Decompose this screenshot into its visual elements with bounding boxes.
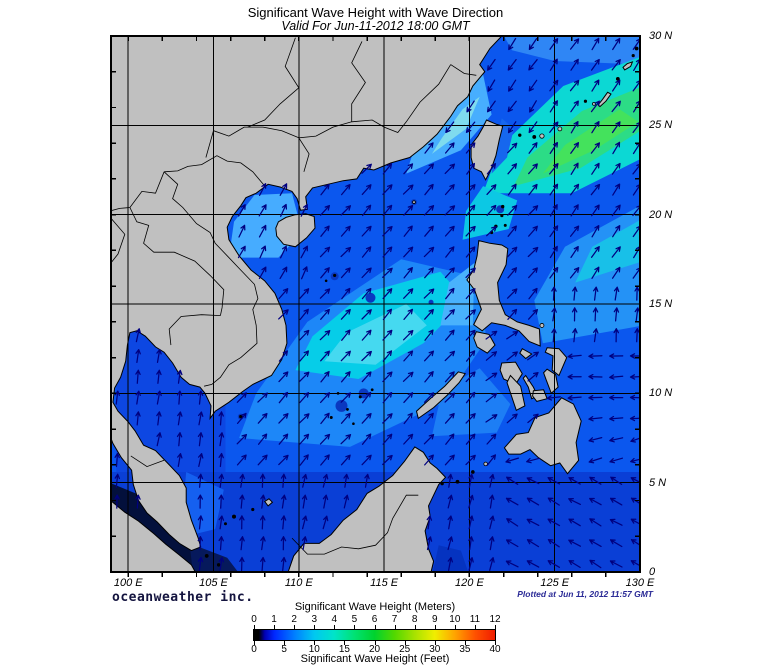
lon-label: 120 E [455, 577, 484, 589]
feet-tick-label-tick [495, 641, 496, 645]
meters-tick-label-tick [454, 625, 456, 629]
meters-tick-label-tick [274, 625, 276, 629]
lat-label: 25 N [649, 119, 673, 132]
lon-label: 105 E [199, 577, 228, 589]
colorbar-gradient [253, 629, 496, 641]
feet-tick-label: 30 [429, 644, 441, 655]
lon-label: 115 E [370, 577, 399, 589]
meters-tick-label-tick [374, 625, 376, 629]
feet-tick-label: 5 [281, 644, 287, 655]
meters-tick-label-tick [334, 625, 336, 629]
meters-tick-label-tick [495, 625, 496, 629]
meters-tick-label: 1 [271, 614, 277, 625]
axis-ticks [112, 37, 639, 577]
lat-label: 30 N [649, 30, 673, 42]
land-layer [111, 36, 639, 572]
lon-label: 125 E [540, 577, 570, 589]
chart-title: Significant Wave Height with Wave Direct… [247, 5, 504, 20]
map-frame [110, 35, 641, 573]
meters-tick-label: 2 [291, 614, 297, 625]
lat-label: 0 [649, 566, 656, 578]
lat-label: 10 N [649, 387, 673, 400]
map-layers [111, 36, 640, 572]
meters-tick-label: 5 [351, 614, 358, 625]
colorbar-title-meters: Significant Wave Height (Meters) [294, 601, 456, 613]
meters-tick-label: 10 [449, 614, 461, 625]
lon-label: 100 E [113, 577, 143, 589]
plotted-timestamp: Plotted at Jun 11, 2012 11:57 GMT [517, 589, 653, 599]
meters-tick-label: 6 [371, 614, 378, 625]
feet-tick-label-tick [434, 641, 436, 645]
wave-direction-arrows [114, 37, 640, 572]
feet-tick-label: 20 [368, 644, 381, 655]
lat-label: 20 N [649, 208, 673, 221]
meters-tick-label: 11 [469, 614, 481, 625]
meters-tick-label-tick [474, 625, 476, 629]
feet-tick-label: 0 [251, 644, 257, 655]
colorbar-title-feet: Significant Wave Height (Feet) [300, 653, 450, 665]
feet-tick-label: 10 [308, 644, 320, 655]
meters-tick-label-tick [434, 625, 436, 629]
feet-tick-label-tick [374, 641, 376, 645]
feet-tick-label-tick [404, 641, 406, 645]
meters-tick-label: 0 [251, 614, 257, 625]
meters-tick-label-tick [254, 625, 255, 629]
feet-tick-label-tick [254, 641, 255, 645]
lat-label: 15 N [649, 298, 673, 310]
meters-tick-label: 4 [331, 614, 338, 625]
meters-tick-label-tick [354, 625, 356, 629]
feet-tick-label: 35 [459, 644, 471, 655]
feet-tick-label: 15 [338, 644, 350, 655]
feet-tick-label: 25 [399, 644, 411, 655]
feet-tick-label-tick [344, 641, 346, 645]
feet-tick-label-tick [284, 641, 286, 645]
oceanweather-logo: oceanweather inc. [112, 590, 254, 605]
meters-tick-label-tick [294, 625, 296, 629]
feet-tick-label: 40 [489, 644, 501, 655]
map-canvas [110, 35, 641, 577]
meters-tick-label: 12 [489, 614, 501, 625]
meters-tick-label: 8 [411, 614, 418, 625]
lat-label: 5 N [649, 476, 667, 489]
lon-label: 110 E [284, 577, 313, 589]
lon-label: 130 E [625, 577, 655, 589]
feet-tick-label-tick [314, 641, 316, 645]
meters-tick-label-tick [314, 625, 316, 629]
feet-tick-label-tick [464, 641, 466, 645]
meters-tick-label: 3 [311, 614, 318, 625]
meters-tick-label: 7 [391, 614, 398, 625]
meters-tick-label-tick [414, 625, 416, 629]
meters-tick-label-tick [394, 625, 396, 629]
graticule-layer [111, 36, 640, 572]
chart-subtitle: Valid For Jun-11-2012 18:00 GMT [281, 19, 470, 33]
meters-tick-label: 9 [431, 614, 438, 625]
